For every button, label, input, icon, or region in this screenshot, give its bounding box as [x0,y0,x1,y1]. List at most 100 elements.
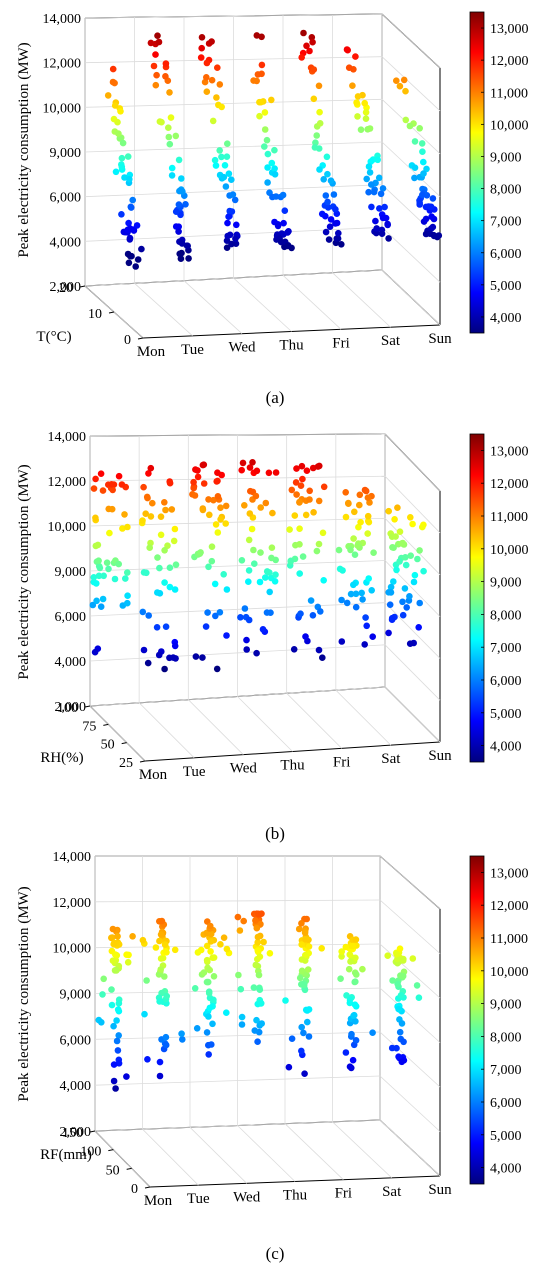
scatter-point [393,77,400,84]
scatter-point [299,553,307,560]
grid-line-z-side [384,433,441,492]
scatter-point [361,99,369,107]
colorbar-tick-label: 13,000 [490,444,529,459]
scatter-point [342,489,350,496]
scatter-point [250,984,258,991]
y-tick-mark [84,705,91,708]
colorbar-tick-label: 9,000 [490,150,522,165]
scatter-point [223,945,231,953]
scatter-point [352,590,360,598]
scatter-point [387,583,395,591]
scatter-point [336,565,344,573]
scatter-point [430,231,438,239]
scatter-point [218,103,225,111]
scatter-point [345,64,353,71]
scatter-point [210,496,217,504]
caption-a: (a) [265,388,285,407]
grid-line-floor [284,1123,344,1180]
scatter-point [115,472,123,480]
scatter-point [125,259,133,267]
scatter-point [124,153,132,160]
scatter-point [247,487,254,495]
scatter-point [223,153,231,160]
scatter-point [313,132,321,139]
x-tick-label: Wed [230,761,258,777]
scatter-point [399,611,407,619]
scatter-point [330,191,338,198]
scatter-point [413,982,421,989]
x-tick-label: Fri [332,335,350,351]
scatter-point [272,193,280,200]
scatter-point [350,581,357,589]
scatter-point [370,549,377,556]
scatter-point [117,108,124,115]
colorbar-tick-label: 10,000 [490,965,529,980]
scatter-point [213,94,220,101]
scatter-point [420,158,427,166]
scatter-point [325,236,333,243]
z-tick-label: 14,000 [48,430,87,445]
scatter-point [124,592,131,599]
grid-line-floor [335,689,392,746]
scatter-point [291,512,299,519]
scatter-point [237,985,245,993]
grid-line-floor [188,699,244,755]
grid-line-floor [379,1119,441,1177]
scatter-point [113,952,121,959]
scatter-point [220,173,228,181]
grid-line-floor [286,693,342,749]
scatter-point [110,115,118,123]
scatter-point [146,544,153,551]
scatter-point [144,659,152,667]
x-tick-label: Mon [144,1193,173,1209]
scatter-point [264,179,271,186]
scatter-point [347,546,354,554]
scatter-point [318,945,326,952]
scatter-point [337,975,344,982]
scatter-point [393,950,400,958]
scatter-point [208,38,215,45]
scatter-point [368,587,376,594]
scatter-point [228,240,235,248]
scatter-point [100,572,107,580]
scatter-point [385,629,392,637]
scatter-point [118,211,125,218]
scatter-point [316,120,324,127]
scatter-point [161,973,168,980]
scatter-point [143,493,151,501]
scatter-point [257,549,264,556]
colorbar-tick-label: 5,000 [490,1129,522,1144]
scatter-point [317,608,324,615]
scatter-point [304,966,312,973]
scatter-point [377,190,385,198]
scatter-point [258,61,266,69]
scatter-point [346,951,354,958]
scatter-point [202,623,210,630]
grid-line-floor [189,1127,247,1184]
scatter-point [266,950,274,957]
scatter-point [269,509,276,517]
scatter-point [155,651,163,659]
scatter-point [323,153,331,161]
scatter-point [161,547,168,554]
scatter-point [348,1030,355,1038]
scatter-point [238,1021,246,1028]
scatter-point [316,166,323,173]
x-tick-label: Sun [428,1182,452,1198]
scatter-point [313,547,321,555]
scatter-point [388,614,396,622]
panel-a: 2,000 4,000 6,000 9,000 10,000 12,000 14,000 Mo… [0,0,550,422]
scatter-point [351,508,358,516]
colorbar-tick-label: 8,000 [490,608,522,623]
y-tick-label: 50 [101,738,115,753]
scatter-point [319,654,326,661]
scatter-point [126,234,134,242]
scatter-point [222,502,230,510]
scatter-point [111,102,119,109]
scatter-point [280,219,287,227]
scatter-point [126,175,133,183]
scatter-point [224,140,231,147]
y-tick-label: 100 [57,701,78,716]
scatter-point [349,82,356,89]
scatter-point [109,925,117,933]
